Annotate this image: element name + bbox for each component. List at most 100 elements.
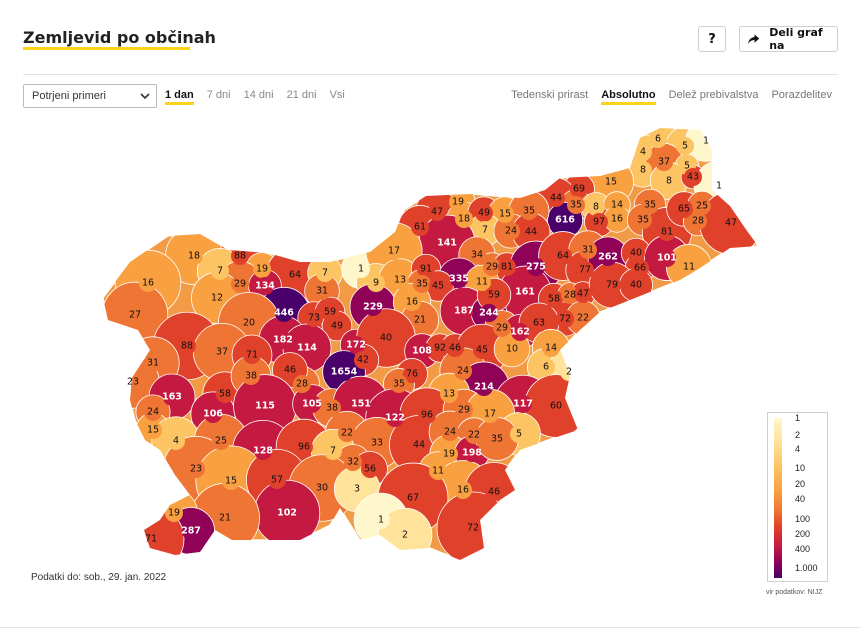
municipality-core (641, 196, 659, 214)
municipality-value-label: 30 (316, 483, 328, 494)
municipality-value-label: 10 (506, 344, 518, 355)
measure-select[interactable]: Potrjeni primeri (23, 84, 157, 108)
municipality-core (514, 395, 532, 413)
municipality-core (185, 247, 203, 265)
municipality-core (352, 260, 370, 278)
municipality-value-label: 38 (326, 403, 338, 414)
municipality-core (545, 290, 563, 308)
municipality-core (144, 354, 162, 372)
period-tab-3[interactable]: 21 dni (286, 89, 317, 101)
municipality-value-label: 6 (655, 134, 661, 145)
municipality-value-label: 23 (127, 377, 139, 388)
municipality-value-label: 7 (322, 268, 328, 279)
view-tab-2[interactable]: Delež prebivalstva (668, 89, 759, 101)
municipality-value-label: 13 (394, 275, 406, 286)
municipality-core (599, 248, 617, 266)
municipality-value-label: 59 (324, 307, 336, 318)
municipality-core (368, 434, 386, 452)
period-tab-4[interactable]: Vsi (329, 89, 345, 101)
municipality-core (468, 246, 486, 264)
municipality-value-label: 8 (640, 165, 646, 176)
municipality-value-label: 22 (577, 313, 589, 324)
municipality-value-label: 8 (593, 202, 599, 213)
municipality-core (212, 432, 230, 450)
municipality-value-label: 108 (412, 346, 432, 357)
period-tab-1[interactable]: 7 dni (206, 89, 231, 101)
municipality-core (411, 311, 429, 329)
municipality-value-label: 14 (545, 343, 557, 354)
municipality-value-label: 25 (696, 201, 708, 212)
municipality-value-label: 15 (147, 425, 159, 436)
municipality-core (139, 274, 157, 292)
municipality-value-label: 14 (611, 200, 623, 211)
municipality-core (554, 247, 572, 265)
municipality-core (561, 286, 579, 304)
municipality-core (680, 258, 698, 276)
view-tab-3[interactable]: Porazdelitev (771, 89, 832, 101)
municipality-core (385, 242, 403, 260)
view-tab-1[interactable]: Absolutno (601, 89, 656, 105)
municipality-core (328, 317, 346, 335)
municipality-value-label: 96 (298, 442, 310, 453)
municipality-core (455, 401, 473, 419)
municipality-core (530, 314, 548, 332)
municipality-core (396, 526, 414, 544)
municipality-core (431, 339, 449, 357)
period-tab-2[interactable]: 14 dni (243, 89, 274, 101)
municipality-value-label: 16 (457, 485, 469, 496)
municipality-core (658, 223, 676, 241)
municipality-core (354, 351, 372, 369)
municipality-value-label: 37 (658, 157, 670, 168)
municipality-value-label: 9 (373, 278, 379, 289)
share-button-label: Deli graf na (769, 26, 823, 52)
municipality-core (660, 172, 678, 190)
municipality-value-label: 15 (499, 209, 511, 220)
municipality-value-label: 114 (297, 343, 317, 354)
municipality-value-label: 117 (513, 399, 533, 410)
municipality-core (278, 504, 296, 522)
share-icon (748, 33, 760, 44)
municipality-value-label: 5 (682, 141, 688, 152)
municipality-core (579, 241, 597, 259)
municipality-value-label: 59 (488, 290, 500, 301)
legend-tick: 20 (795, 479, 806, 489)
municipality-core (655, 153, 673, 171)
municipality-core (689, 212, 707, 230)
municipality-value-label: 31 (582, 245, 594, 256)
help-button[interactable]: ? (698, 26, 726, 52)
view-tab-0[interactable]: Tedenski prirast (511, 89, 589, 101)
municipality-core (338, 424, 356, 442)
period-tab-0[interactable]: 1 dan (165, 89, 194, 105)
municipality-core (634, 211, 652, 229)
municipality-value-label: 1654 (331, 367, 358, 378)
legend-tick: 400 (795, 544, 811, 554)
municipality-value-label: 72 (467, 523, 479, 534)
municipality-core (455, 302, 473, 320)
municipality-core (361, 460, 379, 478)
data-source: vir podatkov: NIJZ (766, 589, 823, 596)
municipality-core (590, 213, 608, 231)
municipality-core (556, 211, 574, 229)
municipality-value-label: 35 (523, 206, 535, 217)
municipality-core (649, 130, 667, 148)
municipality-core (268, 471, 286, 489)
municipality-value-label: 19 (443, 449, 455, 460)
municipality-value-label: 262 (598, 252, 618, 263)
municipality-value-label: 44 (525, 227, 537, 238)
share-button[interactable]: Deli graf na (739, 26, 838, 52)
municipality-value-label: 198 (462, 448, 482, 459)
municipality-value-label: 11 (683, 262, 695, 273)
municipality-core (293, 375, 311, 393)
municipality-value-label: 31 (147, 358, 159, 369)
municipality-core (511, 323, 529, 341)
municipality-value-label: 161 (515, 287, 535, 298)
municipality-value-label: 66 (634, 263, 646, 274)
municipality-value-label: 97 (593, 217, 605, 228)
municipality-value-label: 4 (173, 436, 179, 447)
municipality-core (242, 367, 260, 385)
municipality-core (298, 339, 316, 357)
municipality-core (417, 260, 435, 278)
municipality-core (390, 375, 408, 393)
legend-color-bar (774, 418, 782, 578)
